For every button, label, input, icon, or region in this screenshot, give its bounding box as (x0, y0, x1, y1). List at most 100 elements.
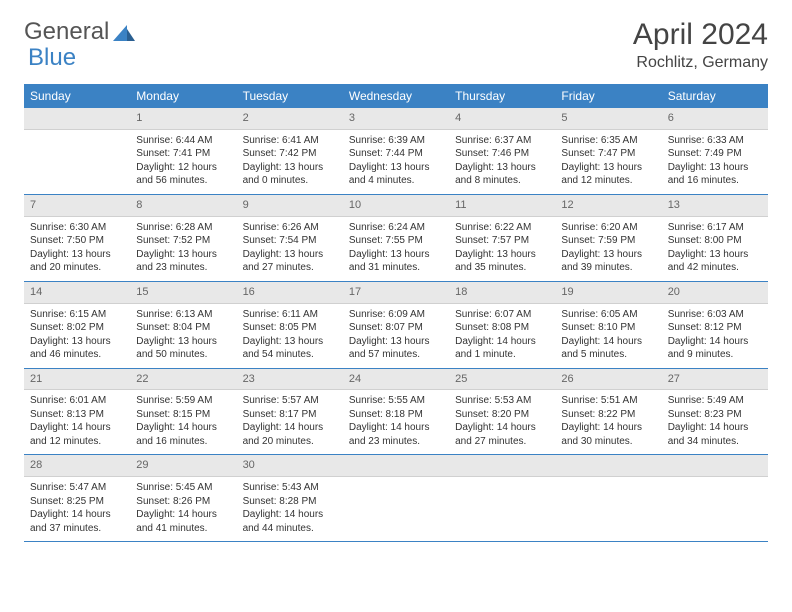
weekday-header: Sunday (24, 84, 130, 108)
daylight-text: Daylight: 14 hours and 30 minutes. (561, 421, 655, 448)
header: General April 2024 Rochlitz, Germany (24, 18, 768, 72)
day-details: Sunrise: 6:03 AMSunset: 8:12 PMDaylight:… (662, 304, 768, 368)
calendar-head: SundayMondayTuesdayWednesdayThursdayFrid… (24, 84, 768, 108)
daylight-text: Daylight: 13 hours and 57 minutes. (349, 335, 443, 362)
day-details: Sunrise: 6:39 AMSunset: 7:44 PMDaylight:… (343, 130, 449, 194)
sunrise-text: Sunrise: 6:09 AM (349, 308, 443, 322)
sunset-text: Sunset: 8:23 PM (668, 408, 762, 422)
calendar-cell: 12Sunrise: 6:20 AMSunset: 7:59 PMDayligh… (555, 194, 661, 281)
calendar-cell: 6Sunrise: 6:33 AMSunset: 7:49 PMDaylight… (662, 108, 768, 194)
day-number: 14 (24, 282, 130, 304)
calendar-cell: 29Sunrise: 5:45 AMSunset: 8:26 PMDayligh… (130, 455, 236, 542)
day-details: Sunrise: 5:51 AMSunset: 8:22 PMDaylight:… (555, 390, 661, 454)
sunrise-text: Sunrise: 6:22 AM (455, 221, 549, 235)
calendar-cell: 19Sunrise: 6:05 AMSunset: 8:10 PMDayligh… (555, 281, 661, 368)
sunset-text: Sunset: 7:47 PM (561, 147, 655, 161)
sunset-text: Sunset: 8:04 PM (136, 321, 230, 335)
location: Rochlitz, Germany (633, 54, 768, 72)
calendar-week-row: 1Sunrise: 6:44 AMSunset: 7:41 PMDaylight… (24, 108, 768, 194)
daylight-text: Daylight: 14 hours and 41 minutes. (136, 508, 230, 535)
sunset-text: Sunset: 8:28 PM (243, 495, 337, 509)
sunrise-text: Sunrise: 5:51 AM (561, 394, 655, 408)
sunset-text: Sunset: 8:08 PM (455, 321, 549, 335)
day-details: Sunrise: 5:49 AMSunset: 8:23 PMDaylight:… (662, 390, 768, 454)
day-number: 25 (449, 369, 555, 391)
sunset-text: Sunset: 7:50 PM (30, 234, 124, 248)
calendar-cell: 14Sunrise: 6:15 AMSunset: 8:02 PMDayligh… (24, 281, 130, 368)
weekday-header: Monday (130, 84, 236, 108)
sunrise-text: Sunrise: 6:30 AM (30, 221, 124, 235)
calendar-cell: 23Sunrise: 5:57 AMSunset: 8:17 PMDayligh… (237, 368, 343, 455)
day-details: Sunrise: 5:47 AMSunset: 8:25 PMDaylight:… (24, 477, 130, 541)
daylight-text: Daylight: 13 hours and 54 minutes. (243, 335, 337, 362)
sunset-text: Sunset: 8:05 PM (243, 321, 337, 335)
day-details: Sunrise: 6:37 AMSunset: 7:46 PMDaylight:… (449, 130, 555, 194)
sunset-text: Sunset: 7:42 PM (243, 147, 337, 161)
sunrise-text: Sunrise: 6:07 AM (455, 308, 549, 322)
sunrise-text: Sunrise: 6:41 AM (243, 134, 337, 148)
calendar-cell: 22Sunrise: 5:59 AMSunset: 8:15 PMDayligh… (130, 368, 236, 455)
day-details: Sunrise: 6:11 AMSunset: 8:05 PMDaylight:… (237, 304, 343, 368)
calendar-cell: 2Sunrise: 6:41 AMSunset: 7:42 PMDaylight… (237, 108, 343, 194)
sunset-text: Sunset: 8:20 PM (455, 408, 549, 422)
day-details: Sunrise: 6:05 AMSunset: 8:10 PMDaylight:… (555, 304, 661, 368)
day-number: 4 (449, 108, 555, 130)
sunrise-text: Sunrise: 6:17 AM (668, 221, 762, 235)
daylight-text: Daylight: 13 hours and 8 minutes. (455, 161, 549, 188)
calendar-cell: 9Sunrise: 6:26 AMSunset: 7:54 PMDaylight… (237, 194, 343, 281)
day-number: 20 (662, 282, 768, 304)
daylight-text: Daylight: 13 hours and 39 minutes. (561, 248, 655, 275)
daylight-text: Daylight: 13 hours and 42 minutes. (668, 248, 762, 275)
calendar-cell (662, 455, 768, 542)
calendar-body: 1Sunrise: 6:44 AMSunset: 7:41 PMDaylight… (24, 108, 768, 542)
sunset-text: Sunset: 8:18 PM (349, 408, 443, 422)
calendar-cell: 13Sunrise: 6:17 AMSunset: 8:00 PMDayligh… (662, 194, 768, 281)
logo-text-1: General (24, 18, 109, 46)
calendar-cell: 4Sunrise: 6:37 AMSunset: 7:46 PMDaylight… (449, 108, 555, 194)
logo-text-2: Blue (28, 44, 76, 72)
sunrise-text: Sunrise: 5:59 AM (136, 394, 230, 408)
day-number: 28 (24, 455, 130, 477)
daylight-text: Daylight: 14 hours and 23 minutes. (349, 421, 443, 448)
daylight-text: Daylight: 13 hours and 23 minutes. (136, 248, 230, 275)
day-number (449, 455, 555, 477)
daylight-text: Daylight: 14 hours and 9 minutes. (668, 335, 762, 362)
day-details: Sunrise: 5:57 AMSunset: 8:17 PMDaylight:… (237, 390, 343, 454)
calendar-cell (555, 455, 661, 542)
calendar-cell: 7Sunrise: 6:30 AMSunset: 7:50 PMDaylight… (24, 194, 130, 281)
calendar-cell: 24Sunrise: 5:55 AMSunset: 8:18 PMDayligh… (343, 368, 449, 455)
sunrise-text: Sunrise: 6:39 AM (349, 134, 443, 148)
calendar-table: SundayMondayTuesdayWednesdayThursdayFrid… (24, 84, 768, 542)
sunset-text: Sunset: 7:59 PM (561, 234, 655, 248)
sunset-text: Sunset: 7:52 PM (136, 234, 230, 248)
sunset-text: Sunset: 8:25 PM (30, 495, 124, 509)
calendar-cell: 17Sunrise: 6:09 AMSunset: 8:07 PMDayligh… (343, 281, 449, 368)
sunrise-text: Sunrise: 5:49 AM (668, 394, 762, 408)
weekday-header: Saturday (662, 84, 768, 108)
day-details: Sunrise: 6:09 AMSunset: 8:07 PMDaylight:… (343, 304, 449, 368)
day-number: 6 (662, 108, 768, 130)
sunrise-text: Sunrise: 5:47 AM (30, 481, 124, 495)
sunrise-text: Sunrise: 6:15 AM (30, 308, 124, 322)
day-number: 21 (24, 369, 130, 391)
daylight-text: Daylight: 14 hours and 1 minute. (455, 335, 549, 362)
day-details (24, 130, 130, 140)
day-number: 22 (130, 369, 236, 391)
day-number (555, 455, 661, 477)
sunrise-text: Sunrise: 6:11 AM (243, 308, 337, 322)
day-number: 8 (130, 195, 236, 217)
daylight-text: Daylight: 14 hours and 34 minutes. (668, 421, 762, 448)
sunset-text: Sunset: 8:17 PM (243, 408, 337, 422)
calendar-week-row: 14Sunrise: 6:15 AMSunset: 8:02 PMDayligh… (24, 281, 768, 368)
daylight-text: Daylight: 13 hours and 50 minutes. (136, 335, 230, 362)
day-details: Sunrise: 6:01 AMSunset: 8:13 PMDaylight:… (24, 390, 130, 454)
day-details: Sunrise: 5:55 AMSunset: 8:18 PMDaylight:… (343, 390, 449, 454)
daylight-text: Daylight: 13 hours and 0 minutes. (243, 161, 337, 188)
daylight-text: Daylight: 14 hours and 5 minutes. (561, 335, 655, 362)
calendar-cell: 5Sunrise: 6:35 AMSunset: 7:47 PMDaylight… (555, 108, 661, 194)
day-details: Sunrise: 6:41 AMSunset: 7:42 PMDaylight:… (237, 130, 343, 194)
day-number: 11 (449, 195, 555, 217)
day-details: Sunrise: 5:53 AMSunset: 8:20 PMDaylight:… (449, 390, 555, 454)
day-number: 13 (662, 195, 768, 217)
sunrise-text: Sunrise: 6:37 AM (455, 134, 549, 148)
